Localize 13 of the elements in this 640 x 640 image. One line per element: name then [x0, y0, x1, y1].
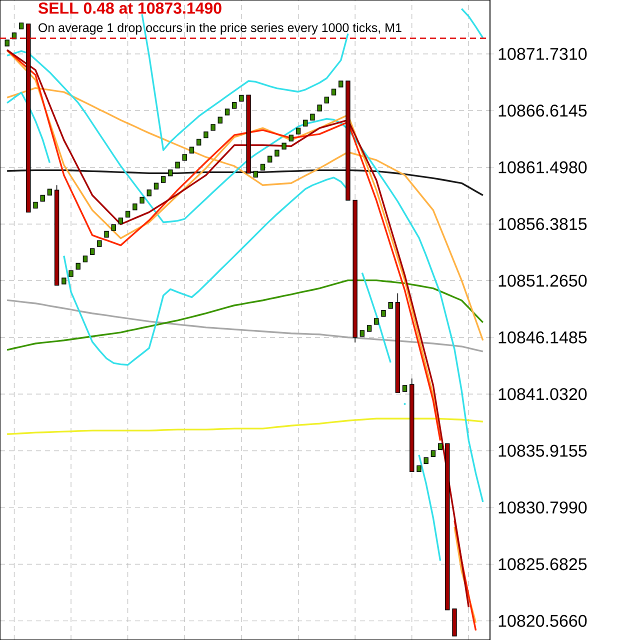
- y-tick-label: 10861.4980: [498, 161, 587, 174]
- y-tick-label: 10825.6825: [498, 558, 587, 570]
- y-tick-label: 10851.2650: [498, 274, 587, 287]
- annotation: On average 1 drop occurs in the price series every 1000 ticks, M1: [38, 22, 402, 35]
- y-tick-label: 10835.9155: [498, 444, 587, 457]
- y-tick-label: 10846.1485: [498, 331, 587, 344]
- y-tick-label: 10841.0320: [498, 388, 587, 400]
- y-tick-label: 10866.6145: [498, 104, 587, 117]
- y-tick-label: 10830.7990: [498, 501, 587, 514]
- ref-line-label: SELL 0.48 at 10873.1490: [38, 2, 222, 14]
- y-tick-label: 10820.5660: [498, 614, 587, 627]
- y-tick-label: 10856.3815: [498, 218, 587, 230]
- y-tick-label: 10871.7310: [498, 48, 587, 60]
